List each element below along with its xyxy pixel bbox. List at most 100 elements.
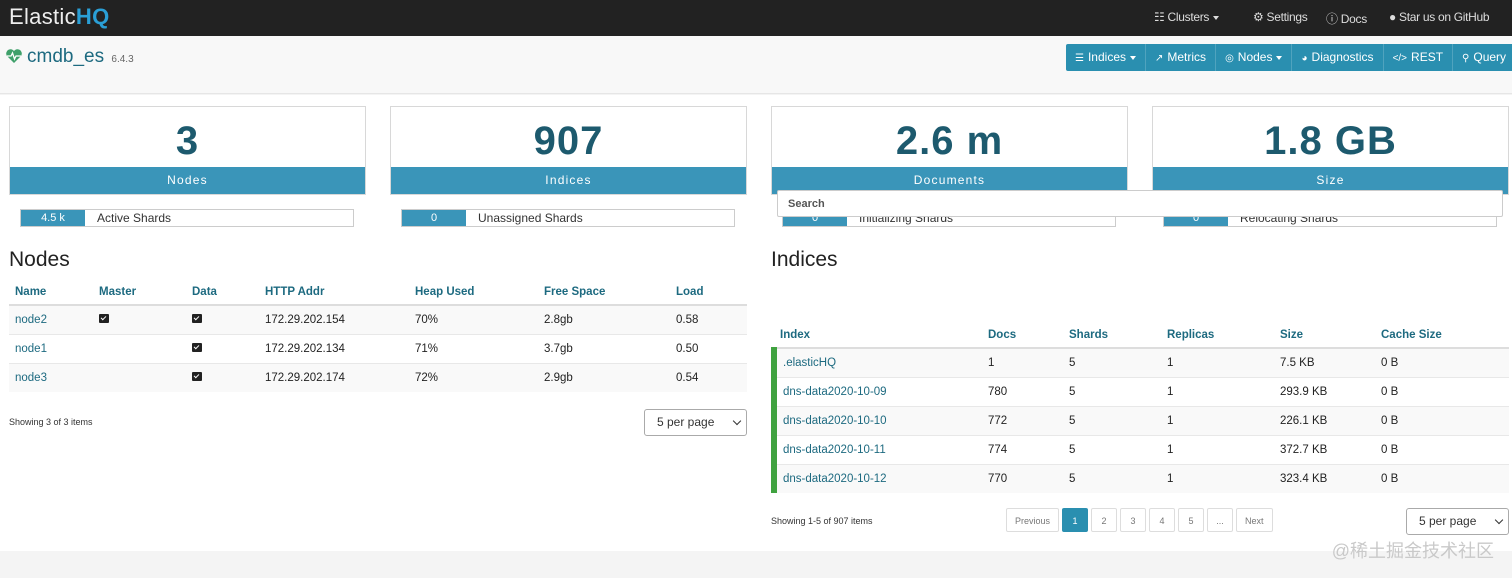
indices-search-input[interactable] [777, 190, 1503, 217]
search-icon: ⚲ [1462, 53, 1470, 64]
clusters-menu[interactable]: ☷ Clusters [1154, 10, 1220, 24]
stat-card-size: 1.8 GB Size [1152, 106, 1509, 195]
docs-link[interactable]: ⓘ Docs [1326, 12, 1367, 26]
gear-icon: ⚙ [1253, 10, 1264, 24]
col-cache-size[interactable]: Cache Size [1375, 322, 1509, 349]
nodes-per-page-select[interactable]: 5 per page [644, 409, 747, 436]
col-free-space[interactable]: Free Space [538, 279, 670, 306]
index-cache: 0 B [1375, 405, 1509, 435]
indices-pagination: Previous 1 2 3 4 5 ... Next [1006, 508, 1276, 532]
shard-count: 4.5 k [21, 210, 85, 226]
index-replicas: 1 [1161, 376, 1274, 406]
index-link[interactable]: dns-data2020-10-10 [783, 414, 887, 427]
index-shards: 5 [1063, 347, 1161, 377]
page-5[interactable]: 5 [1178, 508, 1205, 532]
node-addr: 172.29.202.154 [259, 304, 409, 334]
stat-value: 2.6 m [895, 119, 1004, 163]
settings-link[interactable]: ⚙ Settings [1253, 10, 1308, 24]
stat-value: 1.8 GB [1264, 119, 1397, 163]
indices-table: Index Docs Shards Replicas Size Cache Si… [771, 322, 1509, 493]
col-master[interactable]: Master [93, 279, 186, 306]
tab-query[interactable]: ⚲ Query [1452, 44, 1512, 71]
chevron-down-icon [732, 416, 742, 426]
line-chart-icon: ↗ [1155, 53, 1164, 64]
page-2[interactable]: 2 [1091, 508, 1118, 532]
indices-showing-count: Showing 1-5 of 907 items [771, 516, 873, 526]
github-link[interactable]: ● Star us on GitHub [1389, 10, 1490, 24]
index-size: 372.7 KB [1274, 434, 1375, 464]
page-previous[interactable]: Previous [1006, 508, 1060, 532]
tab-nodes[interactable]: ◎ Nodes [1215, 44, 1291, 71]
index-link[interactable]: dns-data2020-10-09 [783, 385, 887, 398]
page-3[interactable]: 3 [1120, 508, 1147, 532]
unassigned-shards-bar: 0 Unassigned Shards [401, 209, 735, 227]
index-size: 293.9 KB [1274, 376, 1375, 406]
col-size[interactable]: Size [1274, 322, 1375, 349]
index-replicas: 1 [1161, 405, 1274, 435]
nodes-showing-count: Showing 3 of 3 items [9, 417, 93, 427]
node-link[interactable]: node3 [15, 371, 47, 384]
stat-label: Size [1153, 167, 1508, 194]
index-cache: 0 B [1375, 434, 1509, 464]
col-data[interactable]: Data [186, 279, 259, 306]
top-navbar: ElasticHQ ☷ Clusters ⚙ Settings ⓘ Docs ●… [0, 0, 1512, 36]
page-4[interactable]: 4 [1149, 508, 1176, 532]
indices-per-page-select[interactable]: 5 per page [1406, 508, 1509, 535]
table-row: .elasticHQ 1 5 1 7.5 KB 0 B [771, 347, 1509, 377]
index-cache: 0 B [1375, 376, 1509, 406]
page-ellipsis[interactable]: ... [1207, 508, 1234, 532]
tab-indices[interactable]: ☰ Indices [1066, 44, 1145, 71]
chevron-down-icon [1494, 515, 1504, 525]
index-size: 226.1 KB [1274, 405, 1375, 435]
stat-value: 907 [533, 119, 604, 163]
stat-value: 3 [175, 119, 200, 163]
indices-heading: Indices [771, 248, 838, 271]
col-docs[interactable]: Docs [982, 322, 1063, 349]
col-replicas[interactable]: Replicas [1161, 322, 1274, 349]
brand-logo[interactable]: ElasticHQ [9, 4, 110, 29]
page-next[interactable]: Next [1236, 508, 1273, 532]
caret-down-icon [1130, 55, 1136, 60]
node-free: 2.8gb [538, 304, 670, 334]
list-icon: ☰ [1075, 53, 1084, 64]
tab-rest[interactable]: </> REST [1382, 44, 1452, 71]
index-replicas: 1 [1161, 347, 1274, 377]
index-docs: 772 [982, 405, 1063, 435]
node-link[interactable]: node2 [15, 313, 47, 326]
heartbeat-icon [6, 49, 22, 63]
col-index[interactable]: Index [774, 322, 982, 349]
stat-card-indices: 907 Indices [390, 106, 747, 195]
table-row: dns-data2020-10-12 770 5 1 323.4 KB 0 B [771, 463, 1509, 493]
col-heap-used[interactable]: Heap Used [409, 279, 538, 306]
master-check-icon [99, 313, 109, 323]
shard-label: Unassigned Shards [478, 211, 583, 225]
index-replicas: 1 [1161, 463, 1274, 493]
col-shards[interactable]: Shards [1063, 322, 1161, 349]
index-link[interactable]: .elasticHQ [783, 356, 837, 369]
index-size: 323.4 KB [1274, 463, 1375, 493]
cluster-header: cmdb_es 6.4.3 ☰ Indices ↗ Metrics ◎ Nodes ◕… [0, 36, 1512, 94]
cluster-version: 6.4.3 [111, 54, 134, 65]
col-name[interactable]: Name [9, 279, 93, 306]
node-link[interactable]: node1 [15, 342, 47, 355]
watermark: @稀土掘金技术社区 [1331, 541, 1494, 561]
nodes-heading: Nodes [9, 248, 70, 271]
index-replicas: 1 [1161, 434, 1274, 464]
stat-card-documents: 2.6 m Documents [771, 106, 1128, 195]
index-docs: 1 [982, 347, 1063, 377]
github-icon: ● [1389, 10, 1396, 24]
col-load[interactable]: Load [670, 279, 747, 306]
col-http-addr[interactable]: HTTP Addr [259, 279, 409, 306]
node-free: 2.9gb [538, 362, 670, 392]
index-link[interactable]: dns-data2020-10-11 [783, 443, 886, 456]
cluster-title: cmdb_es 6.4.3 [5, 46, 134, 68]
index-shards: 5 [1063, 405, 1161, 435]
cluster-name[interactable]: cmdb_es [27, 46, 105, 67]
tab-metrics[interactable]: ↗ Metrics [1145, 44, 1215, 71]
index-cache: 0 B [1375, 463, 1509, 493]
node-load: 0.54 [670, 362, 747, 392]
tab-diagnostics[interactable]: ◕ Diagnostics [1291, 44, 1382, 71]
index-link[interactable]: dns-data2020-10-12 [783, 472, 887, 485]
page-1[interactable]: 1 [1062, 508, 1089, 532]
info-circle-icon: ⓘ [1326, 12, 1338, 26]
